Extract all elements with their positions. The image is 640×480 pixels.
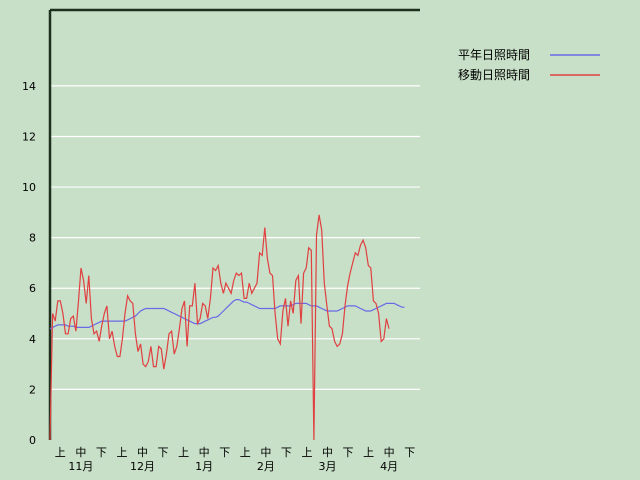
x-month-label: 11月	[68, 460, 93, 473]
grid-lines	[50, 85, 420, 391]
x-decade-label: 上	[55, 446, 66, 459]
x-decade-label: 中	[199, 446, 210, 459]
legend-label: 平年日照時間	[458, 48, 530, 62]
x-decade-label: 中	[322, 446, 333, 459]
series-lines	[49, 214, 405, 441]
x-decade-label: 上	[178, 446, 189, 459]
y-tick-label: 0	[29, 434, 36, 447]
x-month-label: 1月	[195, 460, 213, 473]
x-decade-label: 下	[281, 446, 292, 459]
axes	[48, 8, 420, 440]
x-decade-label: 中	[75, 446, 86, 459]
x-month-label: 12月	[130, 460, 155, 473]
y-tick-label: 12	[22, 130, 36, 143]
x-decade-label: 上	[301, 446, 312, 459]
x-decade-label: 下	[158, 446, 169, 459]
x-decade-label: 下	[343, 446, 354, 459]
y-tick-label: 2	[29, 383, 36, 396]
x-decade-label: 下	[404, 446, 415, 459]
legend-label: 移動日照時間	[458, 68, 530, 82]
series-line	[49, 299, 405, 330]
x-decade-label: 中	[260, 446, 271, 459]
y-tick-label: 4	[29, 333, 36, 346]
x-tick-labels: 上中下上中下上中下上中下上中下上中下11月 12月 1月 2月 3月 4月	[55, 446, 415, 473]
x-month-label: 2月	[257, 460, 275, 473]
x-month-label: 4月	[380, 460, 398, 473]
y-tick-label: 8	[29, 232, 36, 245]
series-line	[49, 214, 390, 441]
y-tick-label: 6	[29, 282, 36, 295]
x-decade-label: 上	[240, 446, 251, 459]
x-decade-label: 下	[219, 446, 230, 459]
y-tick-labels: 0 2 4 6 8 10 12 14	[22, 80, 36, 447]
y-tick-label: 10	[22, 181, 36, 194]
y-tick-label: 14	[22, 80, 36, 93]
x-month-label: 3月	[319, 460, 337, 473]
x-decade-label: 上	[363, 446, 374, 459]
x-decade-label: 中	[137, 446, 148, 459]
x-decade-label: 上	[116, 446, 127, 459]
x-decade-label: 下	[96, 446, 107, 459]
x-decade-label: 中	[384, 446, 395, 459]
